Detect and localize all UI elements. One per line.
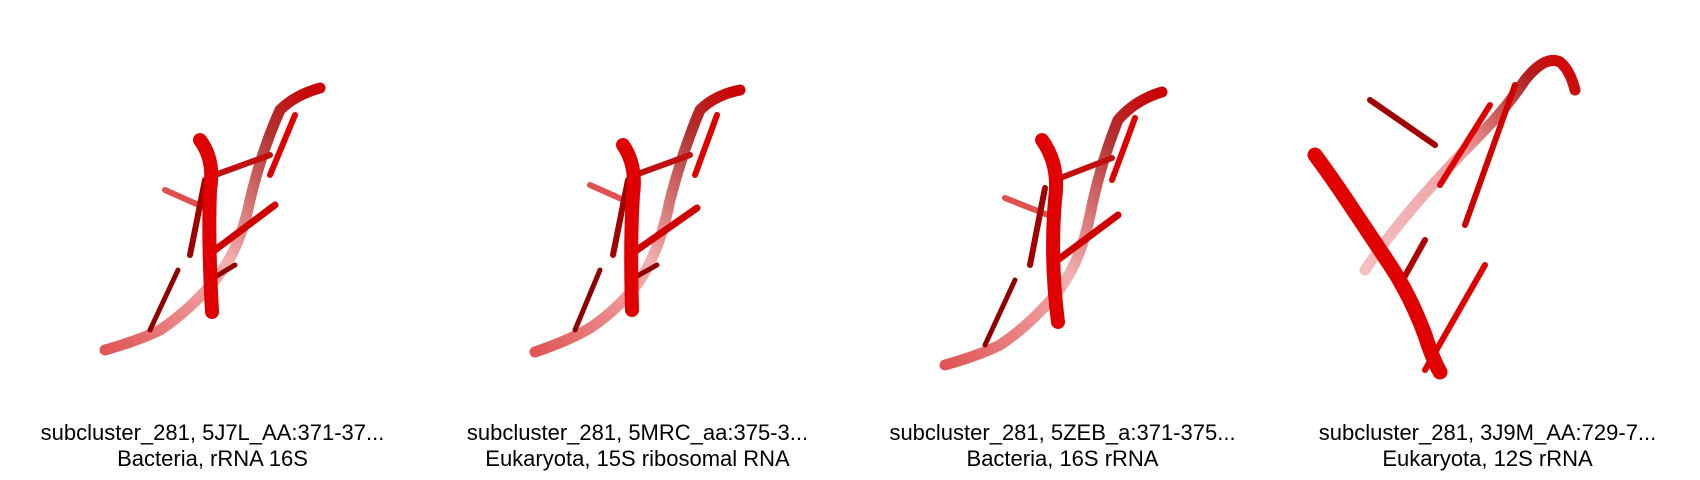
rna-structure-render-3 xyxy=(939,86,1168,371)
structure-panel-2: subcluster_281, 5MRC_aa:375-3... Eukaryo… xyxy=(425,0,850,480)
rna-structure-render-1 xyxy=(99,82,326,356)
panel-title: subcluster_281, 5ZEB_a:371-375... xyxy=(889,420,1236,445)
rna-structure-render-4 xyxy=(1307,55,1581,380)
panel-title: subcluster_281, 3J9M_AA:729-7... xyxy=(1318,420,1657,445)
structure-panel-3: subcluster_281, 5ZEB_a:371-375... Bacter… xyxy=(850,0,1275,480)
panel-title: subcluster_281, 5J7L_AA:371-37... xyxy=(40,420,385,445)
structure-panel-1: subcluster_281, 5J7L_AA:371-37... Bacter… xyxy=(0,0,425,480)
panel-subtitle: Eukaryota, 15S ribosomal RNA xyxy=(485,446,790,471)
panel-subtitle: Bacteria, rRNA 16S xyxy=(117,446,308,471)
panel-subtitle: Eukaryota, 12S rRNA xyxy=(1382,446,1593,471)
panel-subtitle: Bacteria, 16S rRNA xyxy=(966,446,1159,471)
panel-title: subcluster_281, 5MRC_aa:375-3... xyxy=(466,420,809,445)
rna-structure-render-2 xyxy=(529,84,746,358)
structure-panel-4: subcluster_281, 3J9M_AA:729-7... Eukaryo… xyxy=(1275,0,1700,480)
